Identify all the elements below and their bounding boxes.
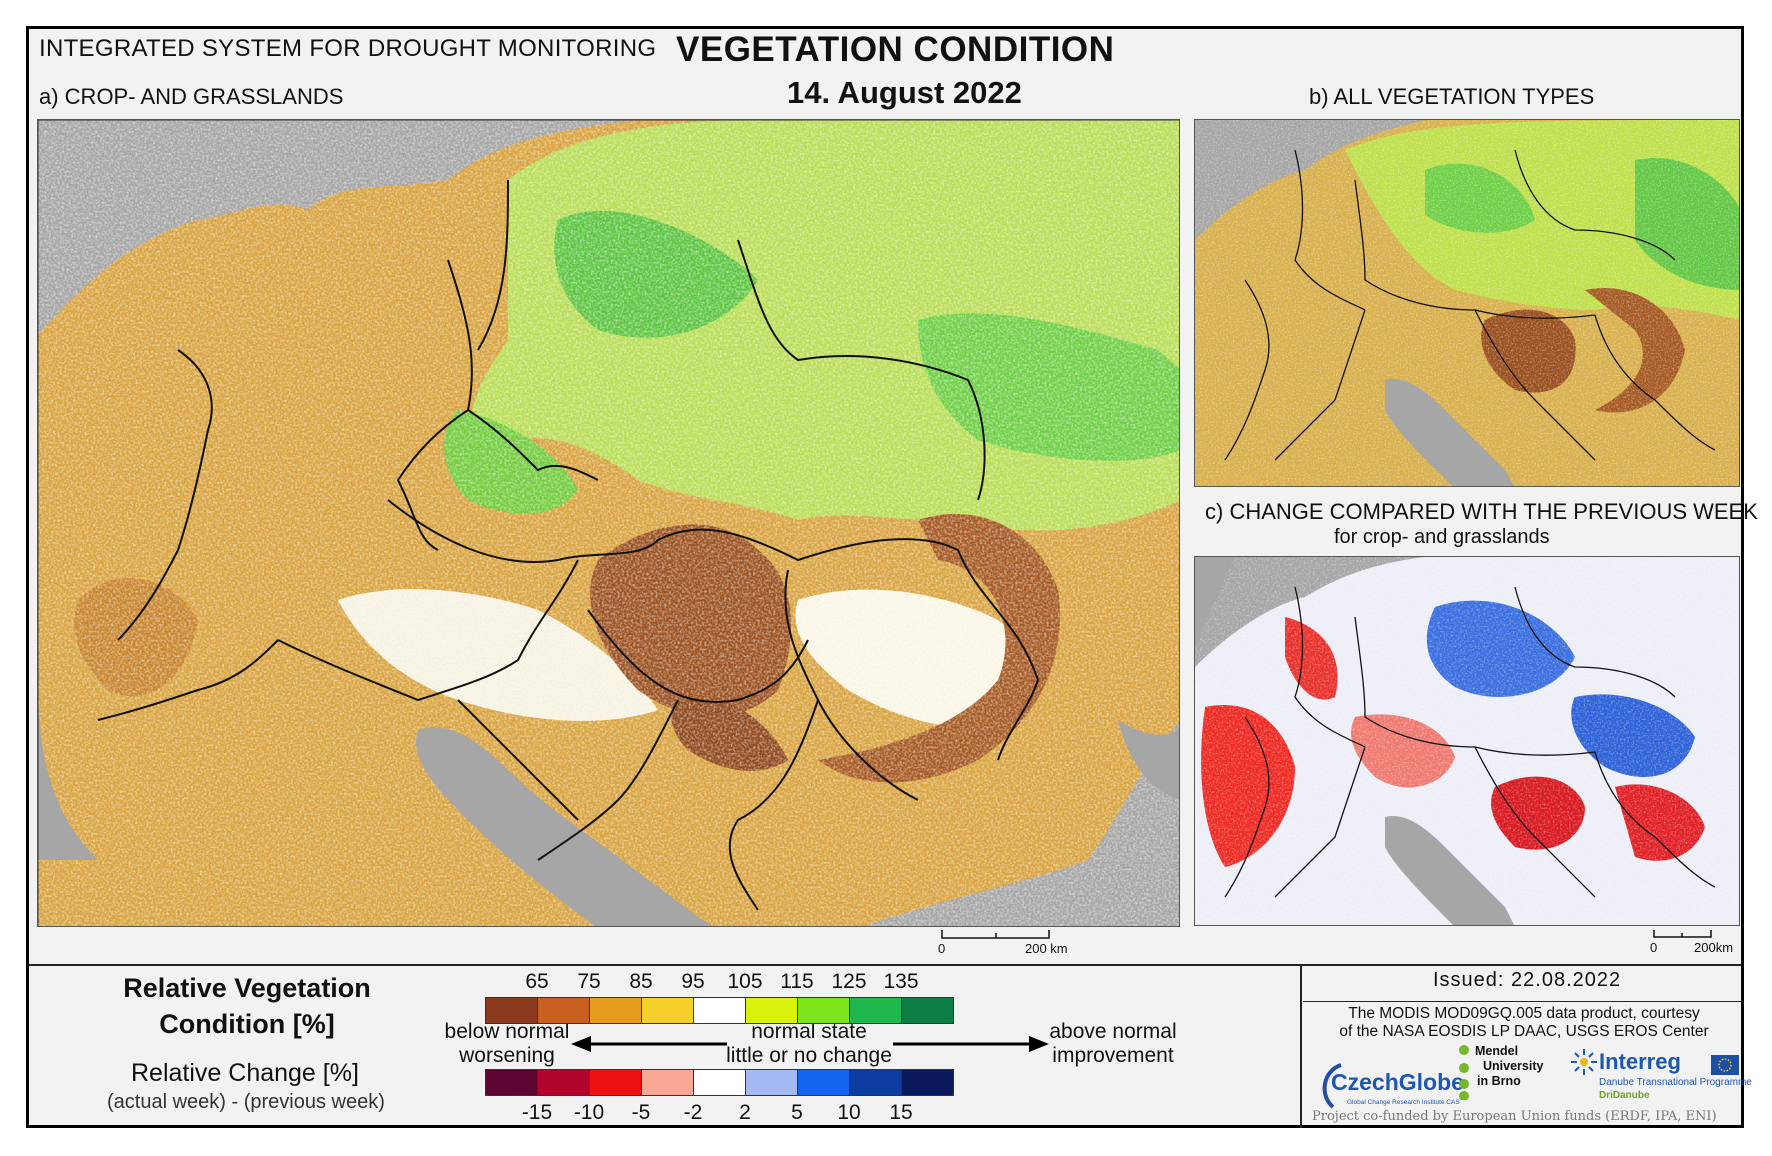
change-scale-swatch [641, 1069, 694, 1096]
main-title: VEGETATION CONDITION [676, 30, 1115, 69]
czechglobe-wordmark: CzechGlobe [1331, 1069, 1464, 1095]
change-scale-tick: 5 [791, 1101, 803, 1124]
map-crop-grasslands [38, 120, 1179, 926]
scale-bar-end: 200 km [1025, 941, 1068, 956]
czechglobe-subtitle: Global Change Research Institute CAS [1347, 1099, 1460, 1106]
change-scale-swatch [745, 1069, 798, 1096]
interreg-programme: Danube Transnational Programme [1599, 1077, 1752, 1088]
change-scale-swatch [485, 1069, 538, 1096]
panel-b-label: b) ALL VEGETATION TYPES [1309, 84, 1595, 109]
map-weekly-change [1195, 557, 1739, 925]
condition-scale-swatch [745, 997, 798, 1024]
issued-divider [1303, 1001, 1741, 1002]
condition-scale-tick: 75 [577, 970, 601, 993]
issued-date: Issued: 22.08.2022 [1433, 969, 1622, 991]
panel-c-sublabel: for crop- and grasslands [1334, 526, 1550, 548]
eu-flag-icon [1711, 1055, 1739, 1075]
change-scale-swatch [797, 1069, 850, 1096]
change-scale-swatch [537, 1069, 590, 1096]
change-scale-tick: -10 [573, 1101, 605, 1124]
change-scale-tick: 2 [739, 1101, 751, 1124]
interreg-wordmark: Interreg [1599, 1049, 1681, 1074]
map-figure: INTEGRATED SYSTEM FOR DROUGHT MONITORING… [26, 26, 1758, 1128]
panel-a-label: a) CROP- AND GRASSLANDS [39, 84, 344, 109]
change-scale-swatch [901, 1069, 954, 1096]
arrow-right-icon [893, 1036, 1049, 1052]
map-date: 14. August 2022 [787, 75, 1022, 110]
map-all-vegetation [1195, 120, 1739, 486]
map-panel-weekly-change [1194, 556, 1740, 926]
mendel-dots-icon [1459, 1045, 1469, 1100]
footer-separator [1300, 964, 1302, 1128]
scale-bar-panel-c: 0 200km [1649, 929, 1741, 959]
interreg-project: DriDanube [1599, 1090, 1650, 1101]
map-panel-all-vegetation [1194, 119, 1740, 487]
change-legend-subtitle: (actual week) - (previous week) [107, 1091, 385, 1113]
legend-separator [29, 964, 1741, 966]
condition-scale-tick: 105 [727, 970, 763, 993]
condition-scale-swatch [641, 997, 694, 1024]
scale-bar-graphic [1653, 930, 1712, 938]
condition-scale-tick: 115 [780, 970, 814, 993]
interreg-sun-icon [1571, 1049, 1597, 1075]
funding-note: Project co-funded by European Union fund… [1312, 1109, 1717, 1124]
scale-bar-zero: 0 [1650, 940, 1658, 955]
scale-bar-graphic [941, 930, 1050, 939]
condition-scale-swatch [589, 997, 642, 1024]
map-panel-crop-grasslands [37, 119, 1180, 927]
condition-scale-swatch [693, 997, 746, 1024]
change-scale-tick: 15 [889, 1101, 913, 1124]
below-normal-label: below normal worsening [444, 1020, 570, 1067]
change-legend-title: Relative Change [%] [131, 1059, 359, 1087]
system-title: INTEGRATED SYSTEM FOR DROUGHT MONITORING [39, 35, 657, 62]
condition-scale-tick: 85 [629, 970, 653, 993]
scale-bar-panel-a: 0 200 km [921, 929, 1176, 961]
data-courtesy: The MODIS MOD09GQ.005 data product, cour… [1339, 1005, 1709, 1040]
condition-scale-swatch [849, 997, 902, 1024]
scale-bar-end: 200km [1694, 940, 1734, 955]
change-scale-tick: 10 [837, 1101, 861, 1124]
condition-scale-swatch [537, 997, 590, 1024]
condition-scale-tick: 135 [883, 970, 919, 993]
mendel-university-logo: Mendel University in Brno [1459, 1044, 1543, 1100]
czechglobe-swoosh-icon [1322, 1063, 1342, 1109]
change-scale-tick: -15 [521, 1101, 553, 1124]
change-scale-tick: -5 [631, 1101, 651, 1124]
condition-scale-swatch [797, 997, 850, 1024]
condition-scale-swatch [901, 997, 954, 1024]
legend-title-line2: Condition [%] [159, 1009, 335, 1039]
scale-bar-zero: 0 [938, 941, 946, 956]
change-scale-swatch [849, 1069, 902, 1096]
condition-scale-swatch [485, 997, 538, 1024]
change-scale-tick: -2 [683, 1101, 703, 1124]
change-scale-swatch [693, 1069, 746, 1096]
condition-scale-tick: 95 [681, 970, 705, 993]
arrow-left-icon [571, 1036, 727, 1052]
panel-c-label: c) CHANGE COMPARED WITH THE PREVIOUS WEE… [1205, 499, 1758, 524]
legend-title-line1: Relative Vegetation [123, 973, 371, 1003]
condition-scale-tick: 125 [831, 970, 867, 993]
normal-state-label: normal state little or no change [726, 1020, 892, 1067]
change-scale-swatch [589, 1069, 642, 1096]
above-normal-label: above normal improvement [1049, 1020, 1177, 1067]
condition-scale-tick: 65 [525, 970, 549, 993]
